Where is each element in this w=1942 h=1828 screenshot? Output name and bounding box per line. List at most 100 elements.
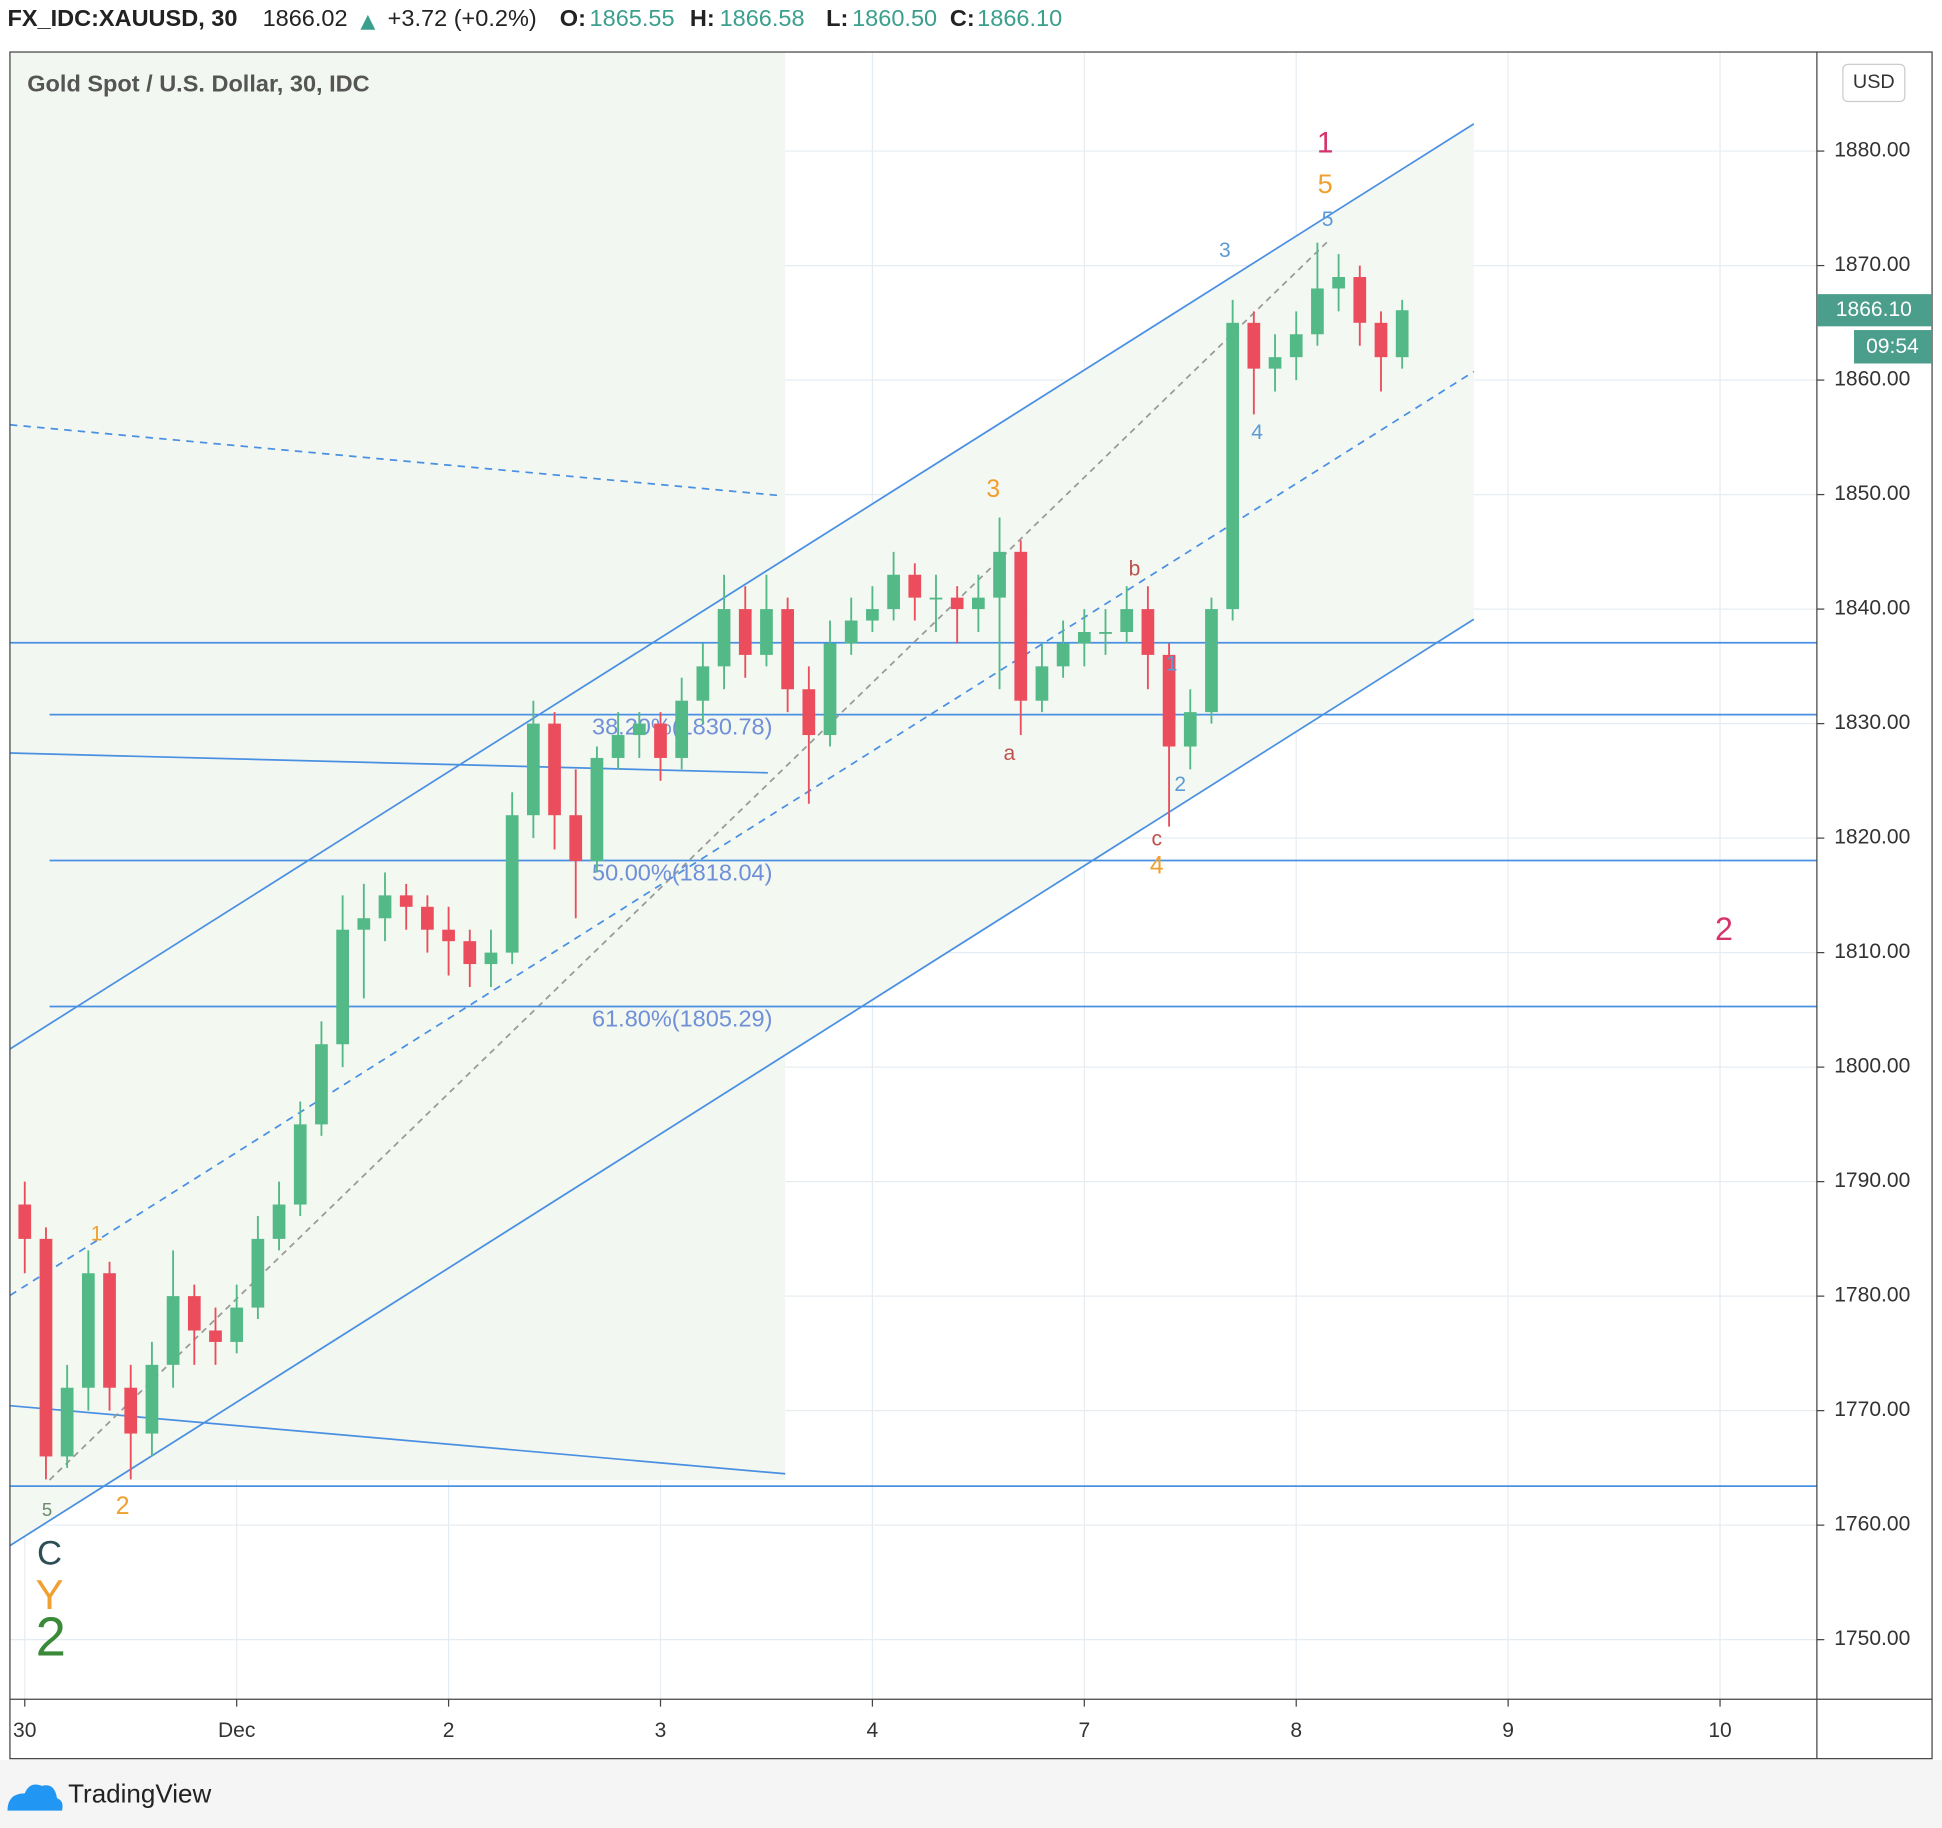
frame bbox=[9, 51, 1933, 1760]
candle-body bbox=[505, 815, 519, 953]
candle-body bbox=[1247, 322, 1261, 369]
candle-body bbox=[569, 815, 583, 862]
candle-body bbox=[209, 1330, 222, 1342]
candle-body bbox=[1332, 277, 1345, 289]
candle-body bbox=[315, 1044, 328, 1125]
x-tick-label: 9 bbox=[1502, 1719, 1514, 1742]
price-tag-box bbox=[1816, 294, 1933, 327]
wave-label: 2 bbox=[1174, 773, 1186, 796]
wave-label: 1 bbox=[1166, 653, 1178, 676]
candle-body bbox=[1395, 310, 1409, 358]
channel-middle bbox=[9, 370, 1475, 1297]
candle-body bbox=[802, 689, 816, 736]
chart-legend: Gold Spot / U.S. Dollar, 30, IDC bbox=[27, 71, 369, 97]
symbol: FX_IDC:XAUUSD, 30 bbox=[7, 5, 237, 31]
x-tick-label: Dec bbox=[218, 1719, 255, 1742]
candle-body bbox=[378, 895, 392, 919]
x-tick-label: 30 bbox=[13, 1719, 36, 1742]
footer bbox=[0, 1759, 1942, 1828]
currency-box[interactable] bbox=[1842, 63, 1906, 103]
candle-body bbox=[1311, 288, 1324, 335]
wave-label: Y bbox=[36, 1571, 64, 1618]
wave-label: 5 bbox=[1318, 168, 1333, 199]
wave-label: a bbox=[1004, 742, 1016, 765]
candle-body bbox=[929, 597, 943, 600]
candle-body bbox=[548, 723, 561, 816]
candle-body bbox=[336, 929, 349, 1045]
candle-body bbox=[950, 597, 964, 610]
candle-body bbox=[823, 643, 837, 736]
candle-body bbox=[1035, 666, 1049, 701]
candle-body bbox=[1374, 322, 1388, 358]
candle-body bbox=[484, 952, 498, 965]
candle-body bbox=[844, 620, 858, 644]
up-arrow bbox=[360, 14, 376, 30]
candle-body bbox=[1353, 277, 1367, 323]
drawings bbox=[9, 123, 1817, 1547]
y-tick-label: 1760.00 bbox=[1834, 1513, 1910, 1536]
candle-body bbox=[908, 574, 922, 598]
candle-body bbox=[103, 1273, 116, 1388]
candle-body bbox=[272, 1204, 286, 1239]
x-tick-label: 10 bbox=[1708, 1719, 1731, 1742]
candle-body bbox=[1120, 609, 1134, 632]
candle-body bbox=[293, 1124, 307, 1205]
axes: 1750.00 1760.00 1770.00 1780.00 1790.00 1800.… bbox=[13, 139, 1933, 1742]
wave-label: 1 bbox=[91, 1222, 103, 1245]
candle-body bbox=[1205, 609, 1218, 713]
x-tick-label: 2 bbox=[443, 1719, 455, 1742]
y-tick-label: 1860.00 bbox=[1834, 368, 1910, 391]
wave-label: c bbox=[1152, 827, 1163, 850]
candle-body bbox=[166, 1296, 180, 1365]
candle-body bbox=[526, 723, 540, 816]
ohlc-key: O: bbox=[560, 5, 586, 31]
wave-diagonal bbox=[48, 240, 1329, 1481]
candle-body bbox=[145, 1364, 159, 1434]
ohlc-key: L: bbox=[826, 5, 848, 31]
candle-body bbox=[675, 700, 689, 758]
y-tick-label: 1870.00 bbox=[1834, 253, 1910, 276]
x-tick-label: 8 bbox=[1290, 1719, 1302, 1742]
candle-body bbox=[760, 609, 773, 655]
candle-body bbox=[590, 757, 604, 862]
ohlc-key: C: bbox=[950, 5, 975, 31]
y-tick-label: 1810.00 bbox=[1834, 940, 1910, 963]
y-tick-label: 1800.00 bbox=[1834, 1055, 1910, 1078]
candle-body bbox=[18, 1204, 32, 1239]
candle-body bbox=[717, 609, 731, 667]
candle-body bbox=[60, 1387, 74, 1457]
header: FX_IDC:XAUUSD, 30 1866.02 +3.72 (+0.2%) … bbox=[7, 5, 1062, 31]
ohlc-value: 1866.58 bbox=[720, 5, 805, 31]
wave-label: 1 bbox=[1317, 127, 1334, 160]
trend-line bbox=[9, 1404, 786, 1475]
wave-label: 5 bbox=[42, 1499, 52, 1520]
trend-line bbox=[9, 752, 768, 774]
candle-body bbox=[1077, 631, 1091, 644]
candle-body bbox=[632, 723, 646, 736]
fib-label: 50.00%(1818.04) bbox=[592, 859, 772, 885]
wave-label: 3 bbox=[986, 476, 1000, 503]
wave-label: 2 bbox=[1715, 911, 1733, 947]
candle-body bbox=[1268, 357, 1282, 369]
x-tick-label: 4 bbox=[867, 1719, 879, 1742]
candle-body bbox=[442, 929, 455, 942]
channel-upper bbox=[9, 123, 1475, 1050]
ohlc-value: 1860.50 bbox=[852, 5, 937, 31]
candle-body bbox=[993, 551, 1006, 598]
candle-body bbox=[1141, 609, 1155, 655]
y-tick-label: 1820.00 bbox=[1834, 826, 1910, 849]
brand[interactable]: TradingView bbox=[68, 1779, 211, 1809]
countdown: 09:54 bbox=[1866, 335, 1919, 358]
currency[interactable]: USD bbox=[1853, 71, 1895, 93]
channel-fill bbox=[9, 123, 1474, 1546]
wave-label: C bbox=[37, 1535, 62, 1573]
logo[interactable] bbox=[7, 1784, 63, 1811]
candle-body bbox=[124, 1387, 138, 1434]
trend-dashed bbox=[9, 423, 778, 497]
price-tag: 1866.10 bbox=[1836, 298, 1912, 321]
wave-label: 4 bbox=[1150, 852, 1164, 879]
candle-body bbox=[421, 906, 434, 930]
wave-label: 2 bbox=[36, 1606, 66, 1667]
